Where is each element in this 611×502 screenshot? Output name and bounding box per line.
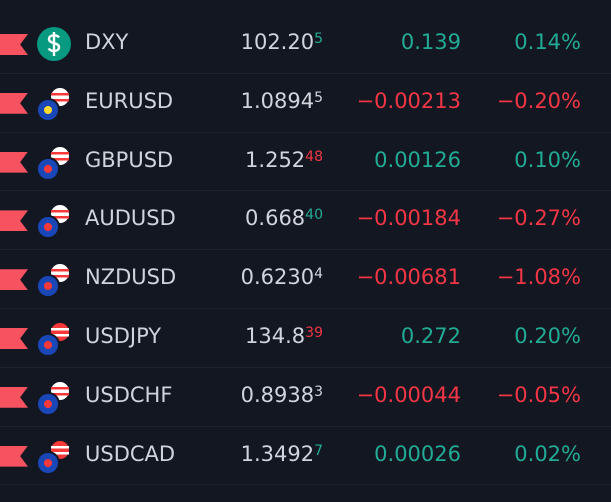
change-percent: −0.27% <box>496 206 581 231</box>
price-main: 102.20 <box>240 30 315 54</box>
watchlist-row[interactable]: USDCAD 1.34927 0.00026 0.02% <box>0 427 611 486</box>
price-pip: 39 <box>305 324 323 341</box>
change: 0.00026 <box>374 441 461 466</box>
price-pip: 48 <box>305 148 323 165</box>
symbol-icon <box>36 262 71 299</box>
price-main: 1.0894 <box>240 88 315 113</box>
price-main: 134.8 <box>245 323 306 348</box>
change: −0.00681 <box>356 265 461 290</box>
symbol: GBPUSD <box>85 147 174 172</box>
symbol-icon <box>36 203 71 240</box>
price-main: 0.6230 <box>240 265 315 290</box>
change: −0.00213 <box>356 88 461 113</box>
row-flag <box>0 92 28 114</box>
price-main: 0.668 <box>245 206 306 231</box>
price-pip: 3 <box>314 383 323 400</box>
row-flag <box>0 386 28 408</box>
watchlist-row[interactable]: USDCHF 0.89383 −0.00044 −0.05% <box>0 368 611 427</box>
watchlist-row[interactable]: GBPUSD 1.25248 0.00126 0.10% <box>0 133 611 192</box>
price: 0.66840 <box>245 206 323 230</box>
change-percent: 0.02% <box>514 441 581 466</box>
symbol: USDCHF <box>85 382 173 407</box>
symbol: DXY <box>85 30 129 54</box>
price: 1.08945 <box>241 89 323 113</box>
price: 0.89383 <box>241 383 323 407</box>
watchlist-row[interactable]: DXY 102.205 0.139 0.14% <box>0 15 611 74</box>
watchlist-row[interactable]: AUDUSD 0.66840 −0.00184 −0.27% <box>0 191 611 251</box>
symbol-icon <box>36 144 71 181</box>
change: −0.00184 <box>356 206 461 231</box>
price: 1.25248 <box>245 148 323 172</box>
price-main: 0.8938 <box>240 382 315 407</box>
price-pip: 7 <box>314 442 323 459</box>
change-percent: −0.05% <box>496 382 581 407</box>
row-flag <box>0 269 28 291</box>
row-flag <box>0 445 28 467</box>
row-flag <box>0 210 28 232</box>
change-percent: −0.20% <box>496 88 581 113</box>
watchlist-row[interactable]: NZDUSD 0.62304 −0.00681 −1.08% <box>0 250 611 309</box>
symbol-icon <box>36 438 71 475</box>
change-percent: 0.20% <box>514 323 581 348</box>
symbol: NZDUSD <box>85 265 177 290</box>
price-main: 1.3492 <box>240 441 315 466</box>
price-pip: 5 <box>314 31 323 47</box>
price: 134.839 <box>245 324 323 348</box>
price: 102.205 <box>241 30 323 54</box>
row-flag <box>0 151 28 173</box>
price-pip: 5 <box>314 89 323 106</box>
symbol-icon <box>36 320 71 357</box>
symbol: AUDUSD <box>85 206 176 231</box>
row-flag <box>0 327 28 349</box>
change-percent: 0.14% <box>514 30 581 54</box>
price-main: 1.252 <box>245 147 306 172</box>
symbol: EURUSD <box>85 88 174 113</box>
price-pip: 40 <box>305 207 323 224</box>
change: −0.00044 <box>356 382 461 407</box>
price: 0.62304 <box>241 265 323 289</box>
change: 0.00126 <box>374 147 461 172</box>
symbol-icon <box>36 85 71 122</box>
symbol: USDJPY <box>85 323 162 348</box>
change: 0.272 <box>400 323 461 348</box>
watchlist-row[interactable]: USDJPY 134.839 0.272 0.20% <box>0 309 611 368</box>
watchlist-row[interactable]: EURUSD 1.08945 −0.00213 −0.20% <box>0 74 611 133</box>
symbol: USDCAD <box>85 441 176 466</box>
symbol-icon <box>36 379 71 416</box>
price-pip: 4 <box>314 266 323 283</box>
price: 1.34927 <box>241 442 323 466</box>
change-percent: 0.10% <box>514 147 581 172</box>
symbol-icon <box>37 27 71 61</box>
change: 0.139 <box>400 30 461 54</box>
change-percent: −1.08% <box>496 265 581 290</box>
row-flag <box>0 34 28 55</box>
